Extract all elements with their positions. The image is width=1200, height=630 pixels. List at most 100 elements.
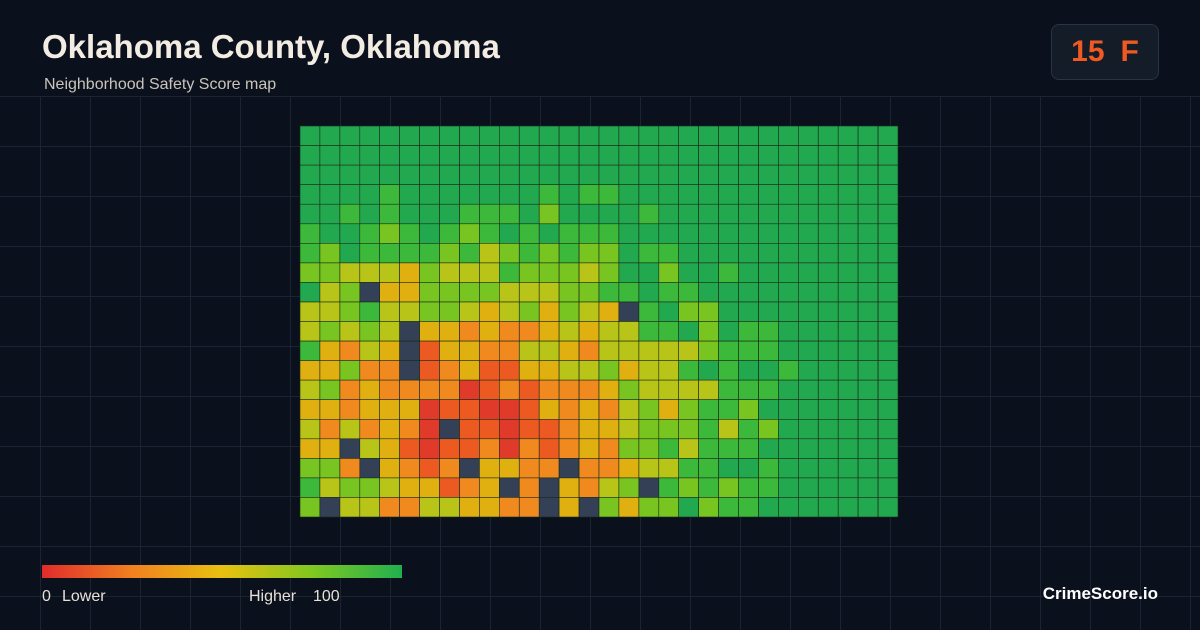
map-area (459, 223, 480, 244)
map-area (877, 340, 899, 362)
map-area (817, 438, 839, 459)
map-area (299, 458, 321, 479)
map-area (738, 458, 759, 479)
map-area (678, 458, 699, 479)
map-area (817, 184, 839, 205)
map-area (558, 301, 580, 322)
map-area (857, 145, 879, 166)
map-area (797, 379, 819, 401)
map-area (698, 243, 719, 264)
map-area (419, 399, 440, 420)
map-area (339, 360, 361, 381)
map-area (578, 497, 600, 518)
map-area (299, 282, 321, 303)
map-area (718, 223, 739, 244)
map-area (638, 360, 660, 381)
map-area (758, 262, 779, 283)
map-area (758, 497, 779, 518)
map-area (319, 184, 341, 205)
map-area (638, 243, 660, 264)
map-area (678, 438, 699, 459)
map-area (339, 340, 361, 362)
map-area (857, 497, 879, 518)
map-area (479, 379, 500, 401)
map-area (558, 282, 580, 303)
map-area (857, 282, 879, 303)
map-area (319, 282, 341, 303)
map-area (678, 379, 699, 401)
map-area (578, 243, 600, 264)
map-area (459, 379, 480, 401)
map-area (618, 282, 640, 303)
map-area (857, 184, 879, 205)
map-area (538, 379, 560, 401)
map-area (299, 125, 321, 146)
map-area (379, 458, 400, 479)
map-area (538, 282, 560, 303)
map-area (738, 438, 759, 459)
map-area (857, 477, 879, 498)
map-area (419, 477, 440, 498)
map-area (837, 477, 859, 498)
map-area (578, 282, 600, 303)
map-area (339, 262, 361, 283)
map-area (598, 164, 620, 186)
map-area (439, 379, 460, 401)
map-area (837, 399, 859, 420)
map-area (797, 360, 819, 381)
map-area (698, 282, 719, 303)
map-area (538, 399, 560, 420)
map-area (319, 164, 341, 186)
map-area (359, 418, 380, 440)
map-area (778, 145, 799, 166)
map-area (797, 418, 819, 440)
map-area (319, 203, 341, 225)
map-area (439, 360, 460, 381)
map-area (339, 164, 361, 186)
map-area (658, 360, 679, 381)
map-area (558, 243, 580, 264)
map-area (538, 438, 560, 459)
map-area (638, 497, 660, 518)
map-area (319, 340, 341, 362)
map-area (598, 243, 620, 264)
map-area (439, 164, 460, 186)
map-area (498, 399, 520, 420)
map-area (857, 360, 879, 381)
map-area (558, 477, 580, 498)
map-area (857, 399, 879, 420)
map-area (339, 438, 361, 459)
map-area (817, 164, 839, 186)
map-area (558, 340, 580, 362)
map-area (778, 321, 799, 342)
map-area (758, 399, 779, 420)
map-area (538, 184, 560, 205)
map-area (538, 301, 560, 322)
map-area (399, 438, 420, 459)
map-area (518, 340, 540, 362)
map-area (658, 145, 679, 166)
map-area (419, 360, 440, 381)
map-area (459, 164, 480, 186)
map-area (718, 184, 739, 205)
map-area (758, 340, 779, 362)
map-area (678, 262, 699, 283)
map-area (698, 223, 719, 244)
map-area (479, 340, 500, 362)
map-area (797, 301, 819, 322)
map-area (339, 418, 361, 440)
map-area (518, 243, 540, 264)
map-area (658, 399, 679, 420)
map-area (618, 438, 640, 459)
map-area (538, 145, 560, 166)
map-area (738, 125, 759, 146)
map-area (479, 458, 500, 479)
map-area (738, 184, 759, 205)
map-area (778, 418, 799, 440)
map-area (419, 379, 440, 401)
map-area (498, 360, 520, 381)
legend-min: 0 (42, 588, 51, 605)
map-area (419, 145, 440, 166)
map-area (319, 321, 341, 342)
map-area (359, 125, 380, 146)
